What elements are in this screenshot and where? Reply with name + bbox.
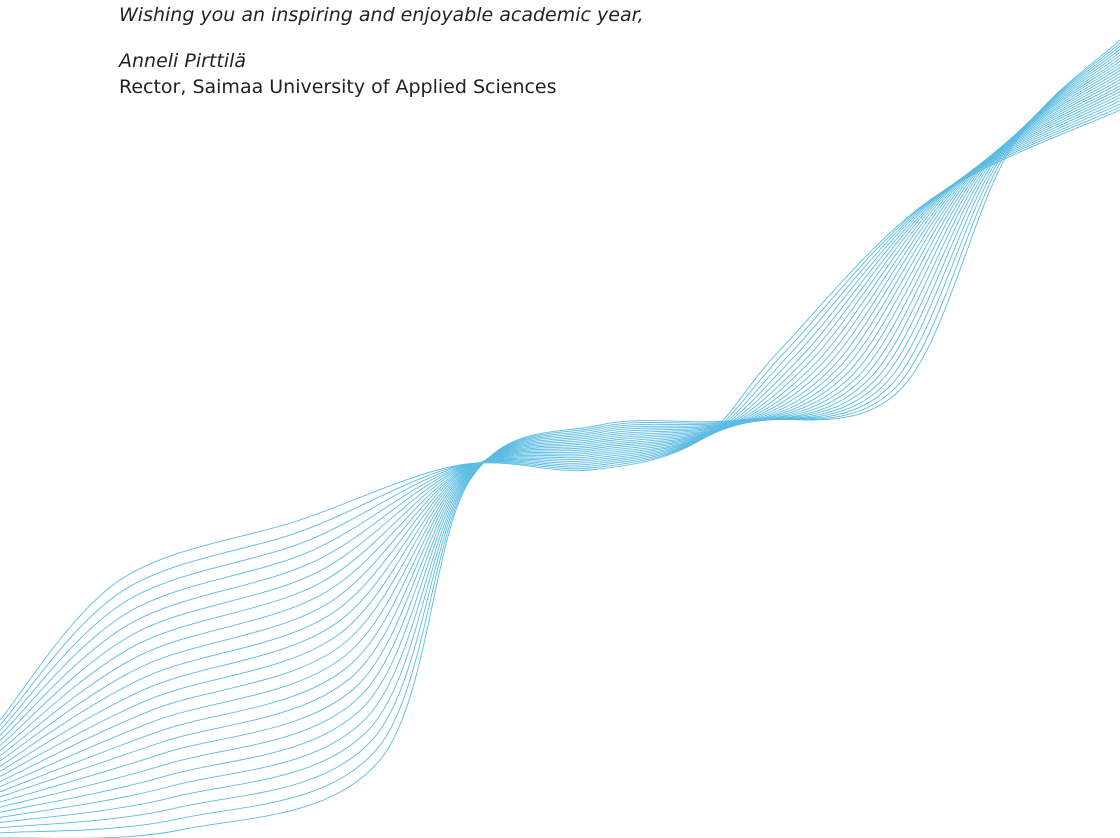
wave-line — [0, 57, 1120, 808]
wave-line — [0, 60, 1120, 803]
wave-line — [0, 51, 1120, 818]
wave-line — [0, 94, 1120, 747]
wave-line — [0, 76, 1120, 777]
signature-title: Rector, Saimaa University of Applied Sci… — [119, 76, 557, 98]
wave-line — [0, 45, 1120, 829]
wave-line — [0, 85, 1120, 762]
wave-line — [0, 63, 1120, 798]
wave-line — [0, 91, 1120, 752]
wave-line — [0, 39, 1120, 838]
wave-line — [0, 97, 1120, 741]
wave-line — [0, 109, 1120, 721]
signature-name: Anneli Pirttilä — [119, 50, 247, 72]
wave-line — [0, 100, 1120, 736]
wave-line — [0, 82, 1120, 767]
wave-line — [0, 70, 1120, 788]
wave-line — [0, 103, 1120, 731]
closing-line: Wishing you an inspiring and enjoyable a… — [119, 4, 644, 26]
wave-line — [0, 79, 1120, 772]
wave-line — [0, 54, 1120, 813]
wave-line — [0, 106, 1120, 726]
letter-closing-block: Wishing you an inspiring and enjoyable a… — [119, 2, 644, 100]
wave-line — [0, 88, 1120, 757]
wave-line — [0, 42, 1120, 834]
wave-line — [0, 73, 1120, 783]
wave-line — [0, 48, 1120, 824]
wave-line — [0, 67, 1120, 793]
